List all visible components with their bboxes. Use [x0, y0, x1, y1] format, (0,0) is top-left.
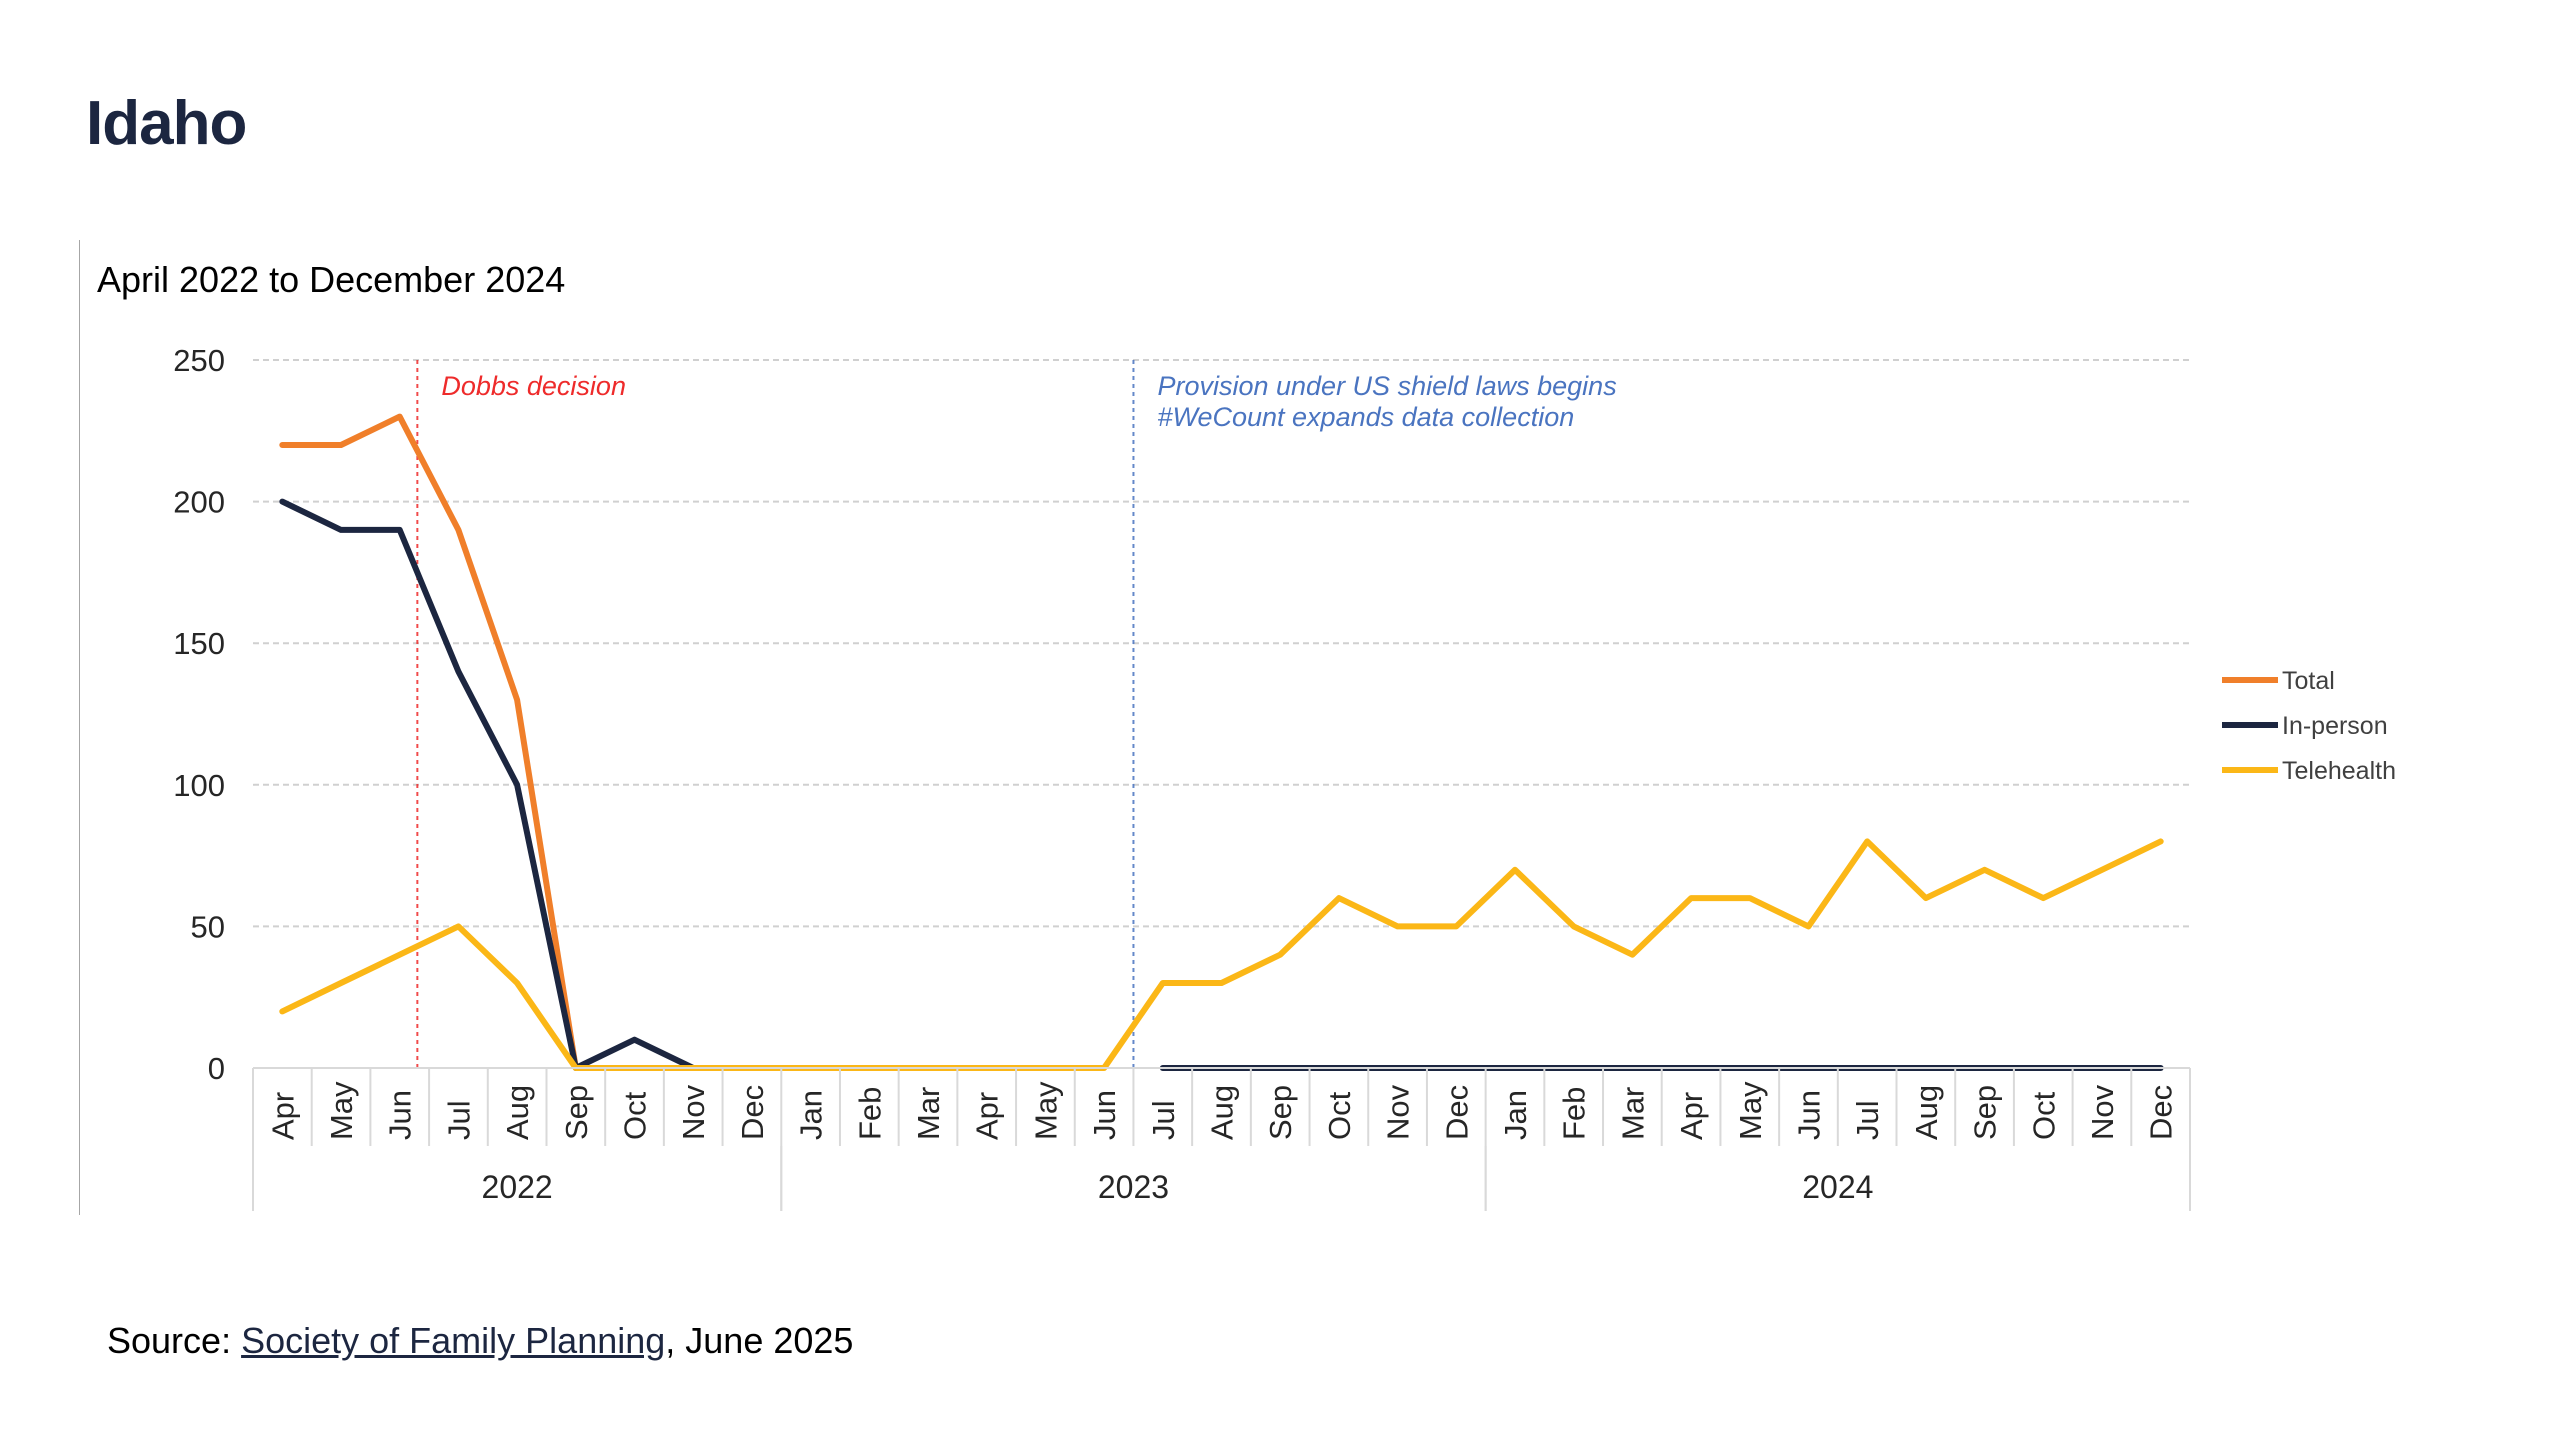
y-tick-label: 250 — [173, 343, 225, 378]
year-label: 2024 — [1802, 1169, 1873, 1205]
x-tick-label: Apr — [265, 1092, 300, 1140]
x-tick-label: Jul — [1850, 1100, 1885, 1140]
year-label: 2023 — [1098, 1169, 1169, 1205]
x-tick-label: Jan — [794, 1090, 829, 1140]
x-tick-label: Jan — [1498, 1090, 1533, 1140]
x-tick-label: Aug — [1205, 1085, 1240, 1140]
series-layer — [279, 413, 2164, 1071]
legend-layer: Total In-person Telehealth — [2222, 667, 2396, 785]
x-tick-label: Aug — [500, 1085, 535, 1140]
x-tick-label: Jun — [1791, 1090, 1826, 1140]
x-tick-label: Sep — [1263, 1085, 1298, 1140]
chart-subtitle: April 2022 to December 2024 — [97, 259, 565, 300]
x-tick-label: Apr — [1674, 1092, 1709, 1140]
x-tick-label: May — [324, 1081, 359, 1140]
x-tick-label: Mar — [1615, 1087, 1650, 1140]
chart-frame-rule — [79, 240, 80, 1215]
x-tick-label: Sep — [559, 1085, 594, 1140]
legend-label: Total — [2282, 667, 2335, 695]
y-tick-label: 50 — [191, 909, 225, 944]
x-tick-label: May — [1028, 1081, 1063, 1140]
legend-label: In-person — [2282, 712, 2388, 740]
annotation-text: #WeCount expands data collection — [1157, 402, 1574, 432]
x-tick-label: Aug — [1909, 1085, 1944, 1140]
x-tick-label: Mar — [911, 1087, 946, 1140]
series-line-in-person — [279, 498, 697, 1071]
x-tick-label: Apr — [970, 1092, 1005, 1140]
x-tick-label: Nov — [676, 1084, 711, 1140]
legend-label: Telehealth — [2282, 757, 2396, 785]
series-line-total — [279, 413, 579, 1071]
line-chart: April 2022 to December 2024 Dobbs decisi… — [97, 259, 2396, 1211]
source-line: Source: Society of Family Planning, June… — [107, 1320, 853, 1362]
x-tick-label: Feb — [1557, 1087, 1592, 1140]
x-tick-label: Oct — [2026, 1091, 2061, 1140]
x-tick-label: Jul — [441, 1100, 476, 1140]
y-tick-label: 200 — [173, 485, 225, 520]
source-prefix: Source: — [107, 1320, 242, 1361]
grid-layer — [253, 359, 2190, 928]
x-tick-label: Nov — [1381, 1084, 1416, 1140]
y-tick-label: 150 — [173, 626, 225, 661]
x-tick-label: Feb — [852, 1087, 887, 1140]
annotation-text: Provision under US shield laws begins — [1157, 371, 1616, 401]
x-tick-label: Sep — [1968, 1085, 2003, 1140]
x-tick-label: Dec — [1439, 1085, 1474, 1140]
x-tick-label: Oct — [1322, 1091, 1357, 1140]
source-suffix: , June 2025 — [665, 1320, 854, 1361]
source-link[interactable]: Society of Family Planning — [241, 1320, 666, 1361]
annotation-layer: Dobbs decision Provision under US shield … — [416, 360, 1617, 1068]
y-tick-label: 100 — [173, 768, 225, 803]
x-tick-label: Dec — [735, 1085, 770, 1140]
x-tick-label: May — [1733, 1081, 1768, 1140]
x-tick-label: Oct — [618, 1091, 653, 1140]
series-line-telehealth — [279, 838, 2164, 1071]
x-tick-label: Jul — [1146, 1100, 1181, 1140]
year-label: 2022 — [482, 1169, 553, 1205]
x-tick-label: Dec — [2144, 1085, 2179, 1140]
y-tick-label: 0 — [208, 1051, 225, 1086]
x-tick-label: Nov — [2085, 1084, 2120, 1140]
axis-layer: 0 50 100 150 200 250 Apr May Jun Jul Aug Sep Oct Nov D… — [173, 343, 2191, 1211]
annotation-text: Dobbs decision — [441, 371, 626, 401]
page-title: Idaho — [86, 89, 247, 158]
x-tick-label: Jun — [383, 1090, 418, 1140]
x-tick-label: Jun — [1087, 1090, 1122, 1140]
